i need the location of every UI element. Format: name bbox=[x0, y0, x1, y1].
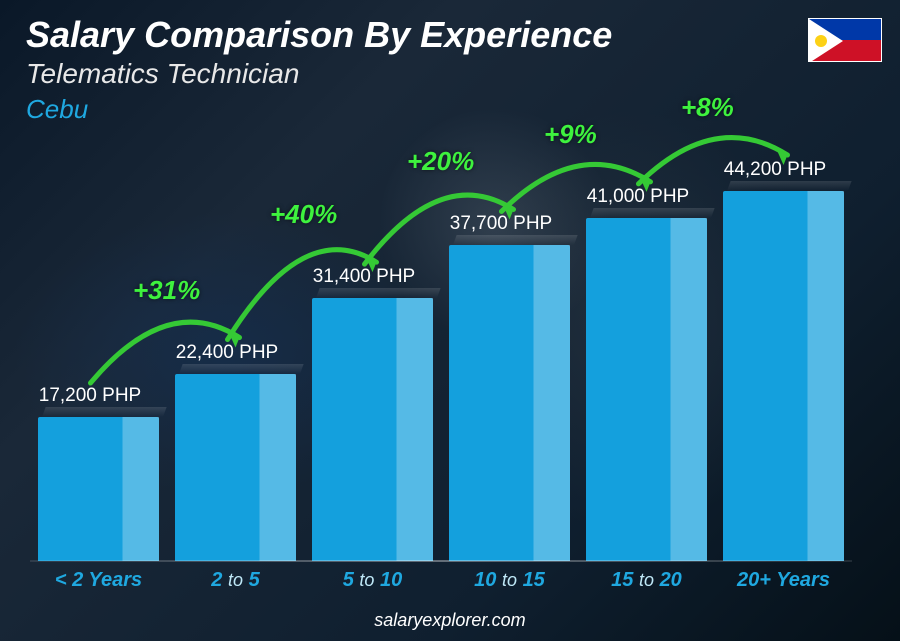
x-axis-label: < 2 Years bbox=[29, 569, 169, 592]
bar-value-label: 41,000 PHP bbox=[568, 186, 708, 208]
x-axis-label: 10 to 15 bbox=[440, 569, 580, 592]
x-axis-label: 20+ Years bbox=[714, 569, 854, 592]
growth-pct-label: +20% bbox=[407, 146, 474, 177]
bar-slot: 44,200 PHP bbox=[715, 130, 852, 561]
bar bbox=[449, 245, 570, 561]
bar-value-label: 37,700 PHP bbox=[431, 213, 571, 235]
x-axis-label: 2 to 5 bbox=[166, 569, 306, 592]
x-axis: < 2 Years2 to 55 to 1010 to 1515 to 2020… bbox=[30, 569, 852, 599]
chart-location: Cebu bbox=[26, 94, 88, 125]
bar bbox=[723, 191, 844, 561]
growth-pct-label: +8% bbox=[681, 92, 734, 123]
bar-value-label: 44,200 PHP bbox=[705, 159, 845, 181]
bar-slot: 31,400 PHP bbox=[304, 130, 441, 561]
chart-title: Salary Comparison By Experience bbox=[26, 14, 612, 56]
bar-slot: 22,400 PHP bbox=[167, 130, 304, 561]
growth-pct-label: +31% bbox=[133, 275, 200, 306]
chart-subtitle: Telematics Technician bbox=[26, 58, 299, 90]
growth-pct-label: +9% bbox=[544, 119, 597, 150]
chart-baseline bbox=[30, 560, 852, 562]
bar bbox=[38, 417, 159, 561]
bar-value-label: 31,400 PHP bbox=[294, 266, 434, 288]
bar bbox=[175, 374, 296, 561]
chart-area: 17,200 PHP22,400 PHP+31%31,400 PHP+40%37… bbox=[30, 130, 852, 561]
x-axis-label: 15 to 20 bbox=[577, 569, 717, 592]
bar-slot: 37,700 PHP bbox=[441, 130, 578, 561]
bar bbox=[312, 298, 433, 561]
footer-site: salaryexplorer.com bbox=[0, 610, 900, 631]
flag-icon bbox=[808, 18, 882, 62]
bar-slot: 41,000 PHP bbox=[578, 130, 715, 561]
growth-pct-label: +40% bbox=[270, 199, 337, 230]
bar-value-label: 17,200 PHP bbox=[20, 385, 160, 407]
x-axis-label: 5 to 10 bbox=[303, 569, 443, 592]
bar-value-label: 22,400 PHP bbox=[157, 342, 297, 364]
bar-slot: 17,200 PHP bbox=[30, 130, 167, 561]
bar bbox=[586, 218, 707, 561]
